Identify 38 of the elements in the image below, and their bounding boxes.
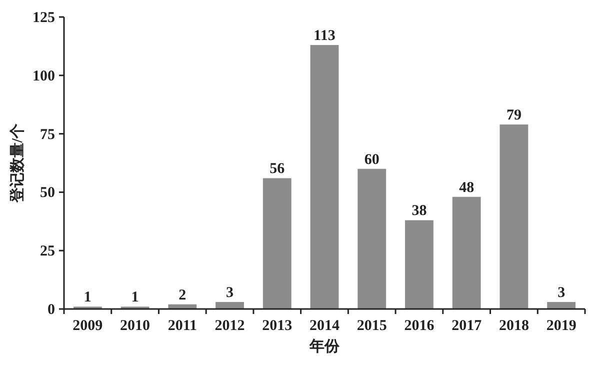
data-label: 2 [178,287,186,304]
y-tick-label: 50 [40,185,55,202]
bar [262,178,292,309]
x-tick-label: 2011 [168,318,198,334]
x-tick-label: 2017 [452,318,482,334]
bar [310,45,339,309]
data-label: 79 [506,107,522,124]
x-tick-label: 2010 [120,318,150,334]
data-label: 1 [131,290,139,306]
y-tick-label: 25 [40,244,55,260]
data-label: 60 [364,152,380,168]
bar [452,196,481,309]
y-tick-label: 125 [32,10,55,26]
bar [358,168,386,309]
y-tick-label: 100 [32,68,55,84]
bar [547,302,576,309]
x-axis-title: 年份 [308,338,340,355]
x-tick-label: 2016 [404,318,435,334]
data-label: 56 [270,161,286,178]
x-tick-label: 2015 [356,318,387,334]
x-tick-label: 2018 [498,318,529,334]
x-tick-label: 2019 [546,318,576,334]
y-tick-label: 75 [40,126,55,143]
data-label: 48 [459,180,474,196]
data-label: 113 [314,28,336,44]
bar [405,220,434,309]
x-tick-label: 2012 [214,318,245,334]
y-tick-label: 0 [48,302,55,318]
data-label: 1 [84,290,92,306]
data-label: 3 [558,284,566,301]
bar [216,302,244,309]
x-tick-label: 2009 [72,318,103,334]
x-tick-label: 2014 [310,318,340,334]
bar [500,124,528,309]
x-tick-label: 2013 [262,318,292,334]
data-label: 38 [412,203,427,220]
y-axis-title: 登记数量/个 [9,122,26,204]
data-label: 3 [226,284,234,301]
